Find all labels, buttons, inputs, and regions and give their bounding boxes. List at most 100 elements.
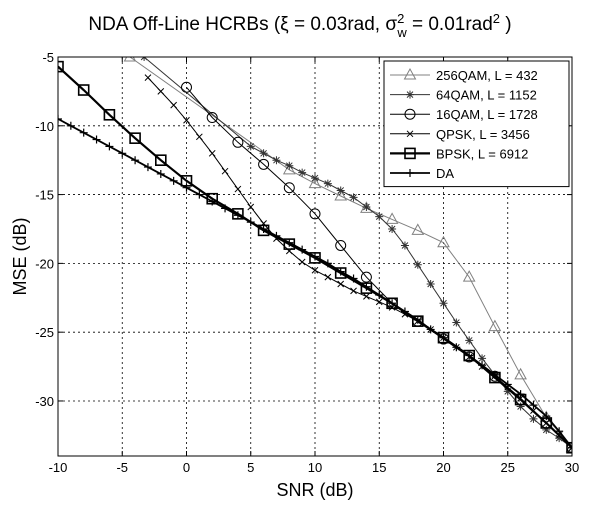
data-point-triangle <box>488 319 502 332</box>
data-point-circle <box>206 112 218 124</box>
x-tick-label: 10 <box>308 460 322 475</box>
data-point-star <box>298 168 307 177</box>
data-point-plus <box>233 211 242 220</box>
data-point-x <box>298 258 306 266</box>
data-point-triangle <box>437 235 450 248</box>
data-point-plus <box>143 163 152 172</box>
data-point-x <box>311 266 319 274</box>
series-layer <box>58 57 572 454</box>
y-tick-label: -15 <box>35 188 54 203</box>
y-tick-label: -20 <box>35 256 54 271</box>
data-point-plus <box>375 291 384 300</box>
data-point-plus <box>195 190 204 199</box>
legend-box <box>383 60 570 188</box>
legend-marker-x <box>406 130 414 138</box>
y-tick-label: -5 <box>42 50 54 65</box>
x-tick-label: 0 <box>183 460 190 475</box>
data-point-plus <box>58 114 62 123</box>
x-tick-label: -5 <box>116 460 128 475</box>
data-point-star <box>478 354 487 363</box>
x-axis-label: SNR (dB) <box>276 480 353 500</box>
data-point-star <box>362 202 371 211</box>
data-point-triangle <box>462 270 476 282</box>
data-point-star <box>439 299 448 308</box>
data-point-x <box>221 167 229 175</box>
data-point-star <box>426 280 435 289</box>
data-point-square <box>386 297 398 310</box>
data-point-plus <box>336 267 345 276</box>
data-point-star <box>503 387 512 396</box>
data-point-square <box>155 154 167 166</box>
data-point-plus <box>555 427 564 436</box>
data-point-plus <box>349 274 358 283</box>
data-point-square <box>566 441 572 454</box>
legend-label: DA <box>436 166 454 181</box>
legend-marker-triangle <box>403 67 417 80</box>
data-point-star <box>272 156 281 165</box>
data-point-plus <box>465 351 474 360</box>
data-point-circle <box>309 208 321 220</box>
data-point-plus <box>79 128 88 137</box>
data-point-star <box>259 149 268 158</box>
axis-ticks: -10 -5 0 5 10 15 20 25 30 -5 -10 -15 -20 -25 -30 <box>35 50 579 475</box>
data-point-plus <box>246 218 255 227</box>
data-point-star <box>555 434 564 443</box>
data-point-star <box>529 414 538 423</box>
data-point-x <box>363 293 370 300</box>
data-point-star <box>349 193 358 202</box>
x-tick-label: 15 <box>372 460 386 475</box>
data-point-plus <box>413 315 422 324</box>
data-point-star <box>542 425 551 434</box>
series-plus <box>58 114 572 452</box>
legend-marker-square <box>404 147 416 160</box>
data-point-plus <box>452 343 461 352</box>
data-point-plus <box>400 307 409 316</box>
data-point-star <box>388 224 397 233</box>
data-point-triangle <box>334 188 348 201</box>
legend-label: 16QAM, L = 1728 <box>436 107 538 122</box>
legend: 256QAM, L = 432 64QAM, L = 1152 16QAM, L =… <box>383 60 570 188</box>
data-point-star <box>246 142 255 151</box>
legend-label: 64QAM, L = 1152 <box>436 88 537 103</box>
data-point-x <box>195 133 203 141</box>
data-point-triangle <box>411 223 425 235</box>
data-point-circle <box>335 239 347 251</box>
data-point-plus <box>542 412 551 421</box>
data-point-triangle <box>308 176 322 189</box>
legend-marker-plus <box>406 169 414 177</box>
data-point-x <box>375 298 383 306</box>
data-point-triangle <box>514 367 527 380</box>
data-point-x <box>324 273 332 281</box>
data-point-plus <box>105 142 114 151</box>
series-triangle <box>123 57 572 453</box>
data-point-square <box>463 349 476 362</box>
data-point-star <box>452 318 461 327</box>
legend-marker-circle <box>404 108 416 120</box>
data-point-plus <box>66 121 75 130</box>
data-point-plus <box>221 204 230 213</box>
data-point-plus <box>182 183 191 192</box>
data-point-plus <box>426 325 435 334</box>
data-point-triangle <box>385 212 399 224</box>
x-tick-label: 25 <box>501 460 515 475</box>
data-point-star <box>400 241 409 250</box>
data-point-star <box>285 161 294 170</box>
data-point-square <box>437 331 450 344</box>
data-point-x <box>183 116 190 124</box>
data-point-plus <box>285 238 294 247</box>
data-point-triangle <box>565 440 572 453</box>
data-point-square <box>58 60 64 73</box>
data-point-circle <box>360 271 372 283</box>
chart-title: NDA Off-Line HCRBs (ξ = 0.03rad, σ2 w = 0… <box>88 11 511 40</box>
data-point-x <box>234 185 242 193</box>
data-point-x <box>208 149 216 157</box>
series-line-triangle <box>129 57 572 449</box>
data-point-plus <box>92 135 101 144</box>
data-point-x <box>170 101 178 109</box>
legend-label: QPSK, L = 3456 <box>436 127 530 142</box>
data-point-x <box>157 88 165 95</box>
data-point-plus <box>169 176 178 185</box>
x-tick-label: 5 <box>247 460 254 475</box>
data-point-star <box>311 174 319 183</box>
